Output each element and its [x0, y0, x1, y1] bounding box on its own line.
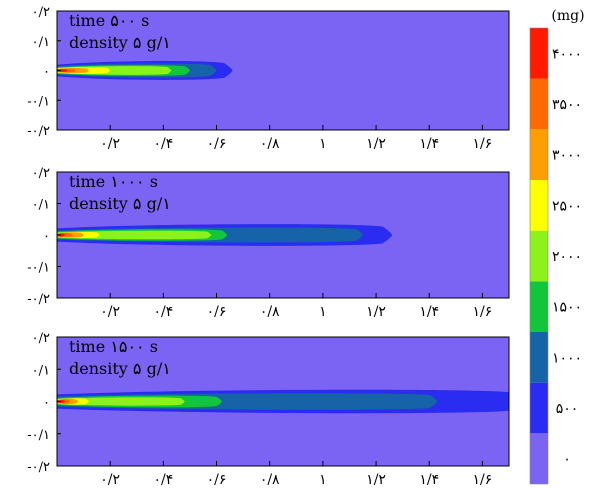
- colorbar-label: ۱۰۰۰: [552, 350, 582, 366]
- x-tick-label: ۱/۴: [419, 136, 439, 152]
- x-tick-label: ۰/۲: [100, 304, 120, 320]
- colorbar-label: ۲۵۰۰: [552, 198, 582, 214]
- y-tick-label: ۰/۱: [32, 35, 50, 50]
- panel-1: ۰/۲ ۰/۴ ۰/۶ ۰/۸ ۱ ۱/۲ ۱/۴ ۱/۶ ۰/۲ ۰/۱ ۰ -۰/۱ -۰/۲ tim…: [27, 5, 509, 152]
- y-tick-label: -۰/۱: [27, 94, 50, 109]
- y-tick-label: -۰/۲: [27, 460, 50, 475]
- colorbar-band-1500: [530, 281, 548, 332]
- colorbar-band-1000: [530, 332, 548, 383]
- y-tick-label: ۰: [43, 229, 50, 244]
- y-tick-label: ۰: [43, 65, 50, 80]
- x-tick-label: ۰/۸: [260, 136, 280, 152]
- y-tick-label: ۰: [43, 396, 50, 411]
- x-tick-label: ۱/۲: [366, 304, 386, 320]
- colorbar-band-2000: [530, 231, 548, 282]
- x-tick-label: ۰/۲: [100, 136, 120, 152]
- x-tick-label: ۱: [319, 472, 327, 488]
- x-tick-label: ۱/۲: [366, 136, 386, 152]
- x-tick-label: ۰/۸: [260, 472, 280, 488]
- colorbar-band-4000: [530, 28, 548, 79]
- x-tick-label: ۰/۸: [260, 304, 280, 320]
- colorbar-band-500: [530, 383, 548, 434]
- panel-2: ۰/۲ ۰/۴ ۰/۶ ۰/۸ ۱ ۱/۲ ۱/۴ ۱/۶ ۰/۲ ۰/۱ ۰ -۰/۱ -۰/۲ tim…: [27, 166, 509, 320]
- y-tick-label: ۰/۱: [32, 198, 50, 213]
- x-tick-label: ۰/۶: [207, 136, 227, 152]
- colorbar-label: ۳۵۰۰: [552, 97, 582, 113]
- x-tick-label: ۱/۶: [473, 472, 493, 488]
- y-tick-label: -۰/۱: [27, 261, 50, 276]
- x-tick-label: ۱/۶: [473, 304, 493, 320]
- x-tick-label: ۰/۴: [153, 136, 173, 152]
- colorbar-label: ۲۰۰۰: [552, 249, 582, 265]
- x-tick-label: ۰/۶: [207, 304, 227, 320]
- x-tick-label: ۱/۴: [419, 472, 439, 488]
- colorbar-label: ۰: [563, 452, 571, 468]
- colorbar-label: ۱۵۰۰: [552, 300, 582, 316]
- y-tick-label: -۰/۲: [27, 124, 50, 139]
- colorbar-band-3000: [530, 129, 548, 180]
- x-tick-label: ۰/۴: [153, 304, 173, 320]
- x-tick-label: ۰/۶: [207, 472, 227, 488]
- colorbar-unit: (mg): [551, 8, 584, 24]
- colorbar-band-2500: [530, 180, 548, 231]
- x-tick-label: ۱: [319, 136, 327, 152]
- x-tick-label: ۱/۴: [419, 304, 439, 320]
- time-label: time ۱۰۰۰ s: [69, 172, 158, 191]
- x-tick-label: ۱: [319, 304, 327, 320]
- x-tick-label: ۰/۴: [153, 472, 173, 488]
- colorbar-band-3500: [530, 79, 548, 130]
- time-label: time ۵۰۰ s: [69, 11, 149, 30]
- y-tick-label: -۰/۱: [27, 428, 50, 443]
- y-tick-label: -۰/۲: [27, 292, 50, 307]
- density-label: density ۵ g/۱: [69, 359, 171, 378]
- density-label: density ۵ g/۱: [69, 33, 171, 52]
- y-tick-label: ۰/۲: [32, 166, 50, 181]
- x-tick-label: ۰/۲: [100, 472, 120, 488]
- time-label: time ۱۵۰۰ s: [69, 337, 158, 356]
- plume-contours: [57, 224, 392, 246]
- colorbar-band-0: [530, 433, 548, 484]
- colorbar-label: ۴۰۰۰: [552, 46, 582, 62]
- plume-contours: [57, 390, 520, 413]
- y-tick-label: ۰/۲: [32, 331, 50, 346]
- colorbar-label: ۵۰۰: [556, 401, 579, 417]
- colorbar-label: ۳۰۰۰: [552, 148, 582, 164]
- panel-3: ۰/۲ ۰/۴ ۰/۶ ۰/۸ ۱ ۱/۲ ۱/۴ ۱/۶ ۰/۲ ۰/۱ ۰ -۰/۱ -۰/۲ tim…: [27, 331, 519, 488]
- y-tick-label: ۰/۲: [32, 5, 50, 20]
- plume-contours: [57, 61, 232, 80]
- colorbar: (mg) ۴۰۰۰ ۳۵۰۰ ۳۰۰۰ ۲۵۰۰ ۲۰۰۰ ۱۵۰۰ ۱۰۰۰ ۵۰۰ ۰: [530, 8, 585, 484]
- y-tick-label: ۰/۱: [32, 363, 50, 378]
- x-tick-label: ۱/۲: [366, 472, 386, 488]
- x-tick-label: ۱/۶: [473, 136, 493, 152]
- density-label: density ۵ g/۱: [69, 194, 171, 213]
